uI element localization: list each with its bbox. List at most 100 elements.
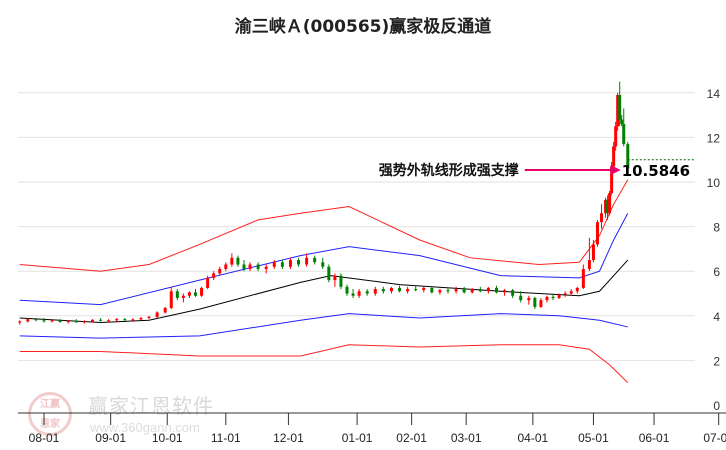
candle-body [181,295,185,298]
candle-body [50,320,54,322]
candle [622,108,626,147]
candle-body [58,320,62,323]
candle [557,293,561,300]
candle-body [454,289,458,292]
watermark-name: 赢家江恩软件 [88,394,214,418]
candle-body [82,321,86,323]
candle [280,260,284,269]
band-line-outer-upper [19,179,629,272]
candle-body [438,290,442,293]
candle-body [305,257,309,265]
candle [494,285,498,294]
candle-body [569,291,573,294]
candle-body [527,297,531,301]
candle-body [357,291,361,296]
candle [194,289,197,297]
candle [595,219,599,247]
candle [242,260,246,272]
x-tick-label: 07-01 [703,431,726,445]
candle-body [591,244,595,261]
candle-body [595,222,599,245]
candle [503,289,507,296]
candle-body [533,297,537,307]
candle [551,293,555,301]
candle [527,295,531,305]
candle [50,319,54,323]
candle-body [511,290,515,296]
candle [339,273,343,290]
y-tick-label: 8 [713,221,720,235]
candle-body [42,320,46,322]
candle-body [618,95,622,120]
candle-body [616,95,620,127]
candle-body [606,199,610,214]
candle-body [99,319,103,321]
candle [313,255,317,265]
candle-body [224,264,228,269]
candle-body [545,296,549,301]
candle [297,257,301,267]
y-tick-label: 0 [713,399,720,413]
candle-body [230,257,234,265]
candle-body [313,257,317,263]
candle-body [90,319,94,322]
candle-body [218,268,222,274]
candle [486,286,490,294]
candle [563,291,567,297]
y-tick-label: 4 [713,310,720,324]
candle-body [200,287,204,296]
candle [478,286,482,293]
x-tick-label: 01-01 [342,431,373,445]
candle [470,287,474,294]
x-tick-label: 12-01 [273,431,304,445]
candle [74,319,78,323]
candle-body [345,286,349,294]
candle-body [604,199,608,214]
candle-body [462,289,466,293]
candle [90,319,94,323]
candle [462,286,466,294]
candle-body [478,289,482,292]
candle-body [333,275,337,281]
annotation-arrow-head-icon [610,164,621,175]
candle-body [206,277,210,288]
candle [581,264,585,290]
candle [200,286,204,297]
band-line-inner-upper [19,212,629,306]
candle [218,266,222,276]
candle-body [381,289,385,292]
candle-body [539,300,543,307]
candle [288,257,292,269]
candle-body [327,266,331,281]
y-tick-label: 2 [713,354,720,368]
candle [224,262,228,272]
candle [163,306,167,314]
candle [82,320,86,324]
candle [620,115,624,127]
candle [345,284,349,296]
candle [614,121,618,151]
candle [169,286,173,310]
candle [187,291,191,298]
candle [373,286,377,296]
candle [139,316,143,321]
candle-body [608,193,612,214]
candle-body [398,287,402,292]
candle [351,289,355,298]
candle [272,260,276,269]
band-line-outer-lower [19,344,629,384]
candle [406,286,410,294]
candle-body [339,275,343,287]
candle [58,319,62,323]
candle [175,289,179,301]
annotation-text: 强势外轨线形成强支撑 [379,162,519,179]
candle [99,318,103,322]
x-tick-label: 08-01 [29,431,60,445]
x-tick-label: 10-01 [152,431,183,445]
candle [511,289,515,298]
candle-body [406,289,410,292]
watermark-url: www.360gann.com [90,420,200,435]
candle [42,318,46,323]
candle [519,291,523,303]
